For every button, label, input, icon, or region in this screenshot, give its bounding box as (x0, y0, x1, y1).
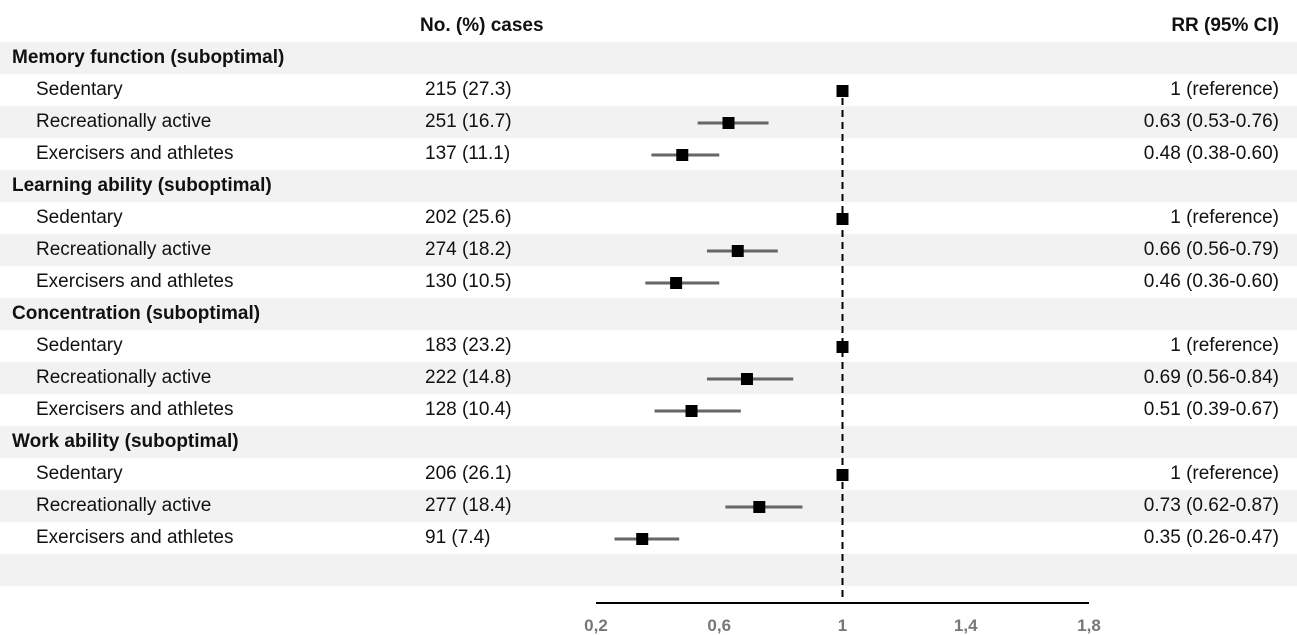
point-estimate (753, 501, 766, 513)
point-estimate (636, 533, 649, 545)
row-stripe (0, 298, 1297, 330)
group-title: Learning ability (suboptimal) (12, 175, 272, 196)
row-cases: 277 (18.4) (425, 495, 512, 516)
row-label: Exercisers and athletes (36, 143, 234, 164)
row-rr-text: 0.73 (0.62-0.87) (1143, 495, 1279, 516)
row-rr-text: 1 (reference) (1170, 79, 1279, 100)
row-cases: 274 (18.2) (425, 239, 512, 260)
row-cases: 130 (10.5) (425, 271, 512, 292)
row-label: Sedentary (36, 463, 123, 484)
x-tick-label: 1,8 (1077, 616, 1101, 635)
row-cases: 128 (10.4) (425, 399, 512, 420)
row-label: Recreationally active (36, 239, 212, 260)
header-cases: No. (%) cases (420, 15, 544, 36)
row-rr-text: 0.35 (0.26-0.47) (1143, 527, 1279, 548)
row-rr-text: 0.69 (0.56-0.84) (1143, 367, 1279, 388)
group-title: Concentration (suboptimal) (12, 303, 261, 324)
point-estimate (740, 373, 753, 385)
row-label: Exercisers and athletes (36, 271, 234, 292)
x-tick-label: 1 (838, 616, 847, 635)
row-label: Recreationally active (36, 495, 212, 516)
row-label: Sedentary (36, 335, 123, 356)
row-rr-text: 1 (reference) (1170, 335, 1279, 356)
row-stripe (0, 42, 1297, 74)
point-estimate (685, 405, 698, 417)
row-rr-text: 1 (reference) (1170, 207, 1279, 228)
row-cases: 215 (27.3) (425, 79, 512, 100)
point-estimate (670, 277, 683, 289)
row-label: Exercisers and athletes (36, 399, 234, 420)
row-stripe (0, 426, 1297, 458)
row-rr-text: 0.48 (0.38-0.60) (1143, 143, 1279, 164)
row-label: Sedentary (36, 79, 123, 100)
row-rr-text: 0.51 (0.39-0.67) (1143, 399, 1279, 420)
row-rr-text: 1 (reference) (1170, 463, 1279, 484)
group-title: Memory function (suboptimal) (12, 47, 285, 68)
row-cases: 206 (26.1) (425, 463, 512, 484)
x-tick-label: 0,6 (707, 616, 731, 635)
row-stripe (0, 170, 1297, 202)
row-label: Recreationally active (36, 111, 212, 132)
row-stripe (0, 234, 1297, 266)
point-estimate (731, 245, 744, 257)
row-cases: 91 (7.4) (425, 527, 491, 548)
row-rr-text: 0.46 (0.36-0.60) (1143, 271, 1279, 292)
row-label: Sedentary (36, 207, 123, 228)
x-tick-label: 0,2 (584, 616, 608, 635)
row-stripe (0, 106, 1297, 138)
row-cases: 202 (25.6) (425, 207, 512, 228)
row-rr-text: 0.63 (0.53-0.76) (1143, 111, 1279, 132)
row-cases: 183 (23.2) (425, 335, 512, 356)
row-cases: 251 (16.7) (425, 111, 512, 132)
row-label: Exercisers and athletes (36, 527, 234, 548)
row-stripe (0, 554, 1297, 586)
point-estimate (676, 149, 689, 161)
row-cases: 137 (11.1) (425, 143, 511, 164)
row-label: Recreationally active (36, 367, 212, 388)
row-cases: 222 (14.8) (425, 367, 512, 388)
row-stripe (0, 490, 1297, 522)
group-title: Work ability (suboptimal) (12, 431, 239, 452)
row-rr-text: 0.66 (0.56-0.79) (1143, 239, 1279, 260)
header-rr: RR (95% CI) (1171, 15, 1279, 36)
x-tick-label: 1,4 (954, 616, 978, 635)
point-estimate (836, 341, 849, 353)
row-stripe (0, 362, 1297, 394)
point-estimate (722, 117, 735, 129)
